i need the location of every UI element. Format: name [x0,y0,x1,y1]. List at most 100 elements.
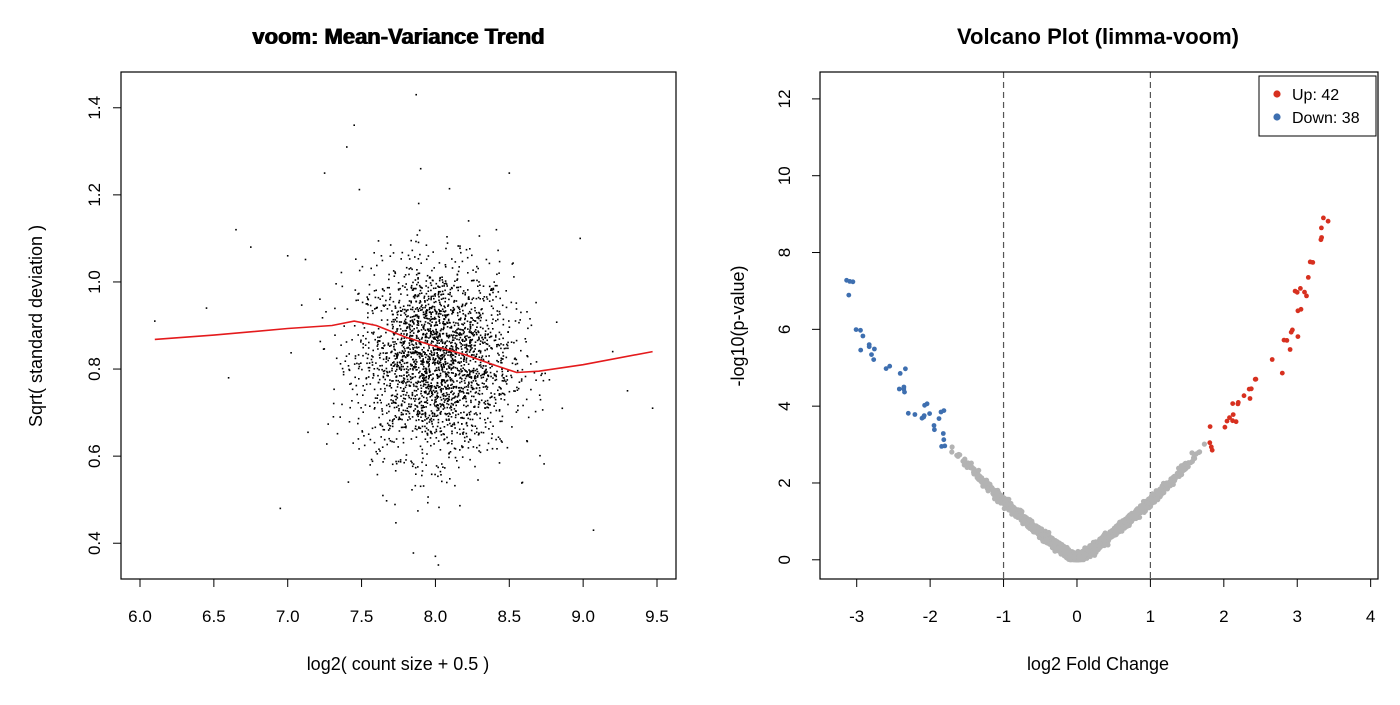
voom-point [395,462,398,465]
voom-point [409,378,412,381]
voom-point [455,404,457,407]
voom-point [450,352,453,354]
voom-point [417,415,419,418]
voom-point [482,365,485,367]
voom-point [505,347,507,350]
voom-point [473,333,476,336]
voom-point [420,390,423,392]
volcano-point-ns [1188,459,1194,466]
voom-point [485,258,488,261]
voom-point [357,334,359,336]
voom-point [385,356,388,358]
voom-point [371,364,374,366]
voom-point [444,323,447,325]
voom-point [462,292,464,295]
voom-point [428,358,431,360]
voom-point [478,317,480,320]
voom-point [478,450,480,452]
voom-point [436,392,439,394]
voom-point [446,436,448,439]
volcano-point-ns [1099,535,1105,542]
voom-point [501,304,504,307]
voom-point [375,362,377,364]
voom-point [452,379,454,382]
voom-point [471,425,474,427]
voom-point [498,410,501,412]
voom-point [353,363,356,365]
voom-point [425,381,427,383]
voom-point [400,342,403,344]
voom-point [442,328,444,331]
voom-point [417,320,420,322]
voom-point [431,379,434,381]
voom-point [432,425,434,428]
voom-point [424,372,427,374]
voom-point [415,381,417,384]
voom-point [419,320,422,323]
voom-point [427,501,429,504]
voom-point [417,308,419,311]
voom-point [449,478,451,480]
voom-point [378,368,380,371]
voom-point [367,312,369,314]
voom-point [483,296,486,298]
voom-point [369,304,372,307]
voom-point [500,357,503,360]
voom-point [511,263,514,265]
voom-point [443,283,446,285]
voom-point [386,412,388,414]
voom-point [399,461,402,463]
voom-point [428,337,430,339]
voom-point [463,379,466,382]
voom-point [498,344,501,347]
voom-point [437,407,440,410]
voom-point [468,298,470,300]
voom-point [450,309,452,311]
voom-point [453,359,455,362]
voom-point [467,336,470,339]
voom-point [362,335,364,337]
voom-point [484,418,486,421]
voom-point [467,296,470,299]
voom-point [472,332,474,334]
voom-point [420,363,422,365]
voom-point [439,310,441,313]
voom-point [436,384,438,387]
voom-point [421,304,423,306]
voom-point [462,290,465,292]
voom-point [393,321,395,323]
voom-point [491,348,493,350]
volcano-point-ns [1138,509,1144,516]
voom-point [422,380,425,383]
voom-point [451,442,453,445]
voom-point [471,338,474,341]
voom-point [371,310,374,312]
voom-point [395,331,397,333]
voom-point [398,366,401,369]
voom-point [514,363,517,366]
voom-point [456,334,458,337]
voom-point [425,390,427,393]
voom-point [363,435,365,437]
voom-point [395,460,397,463]
voom-point [412,340,414,342]
voom-point [473,395,475,398]
voom-point [481,341,484,343]
voom-point [436,395,438,398]
voom-point [415,346,418,348]
voom-point [403,378,406,380]
voom-point [448,298,450,301]
voom-point [387,344,390,346]
voom-point [516,386,518,389]
voom-point [414,256,416,258]
voom-point [427,255,430,257]
voom-point [493,374,496,377]
voom-point [327,423,329,425]
voom-point [402,437,405,440]
voom-point [451,310,454,312]
voom-point [458,428,461,431]
voom-point [467,392,470,394]
voom-point [410,340,413,343]
voom-point [405,310,408,313]
